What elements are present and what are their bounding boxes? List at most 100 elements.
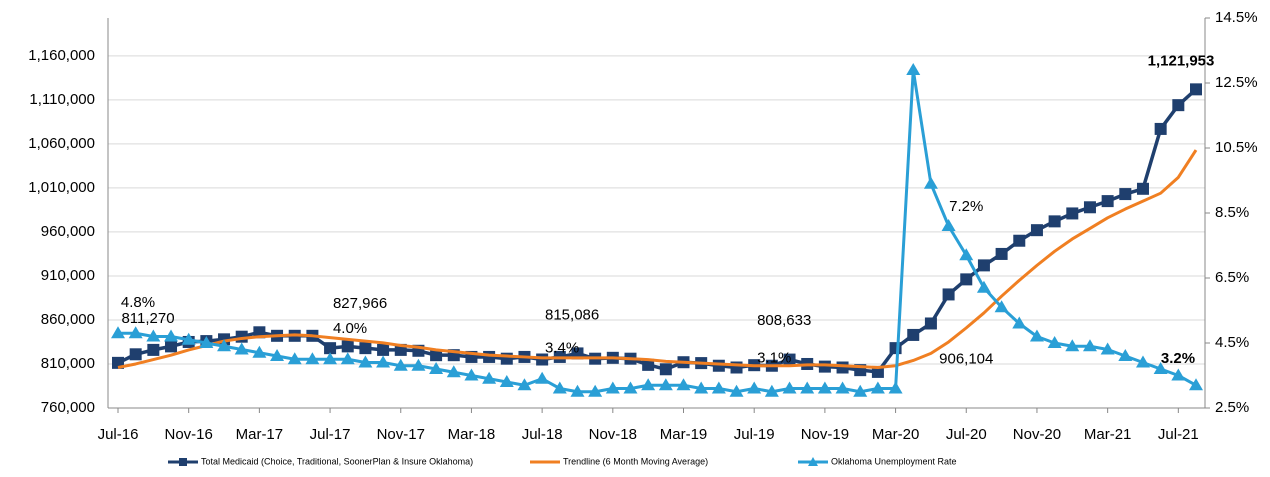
- point: [552, 381, 567, 394]
- point: [234, 342, 249, 355]
- point: [942, 288, 955, 301]
- data-label: 7.2%: [949, 198, 983, 215]
- data-label: 3.4%: [545, 340, 579, 357]
- y-tick-label: 910,000: [41, 267, 95, 284]
- point: [1083, 201, 1096, 214]
- point: [835, 381, 850, 394]
- y2-tick-label: 4.5%: [1215, 334, 1249, 351]
- point: [623, 381, 638, 394]
- point: [995, 247, 1008, 260]
- x-tick-label: Jul-19: [734, 426, 775, 443]
- data-label: 3.1%: [757, 349, 791, 366]
- x-tick-label: Nov-17: [377, 426, 425, 443]
- point: [1118, 349, 1133, 361]
- point: [764, 384, 779, 397]
- point: [907, 328, 920, 341]
- point: [712, 359, 725, 372]
- point: [358, 355, 373, 368]
- point: [483, 350, 496, 363]
- y2-tick-label: 8.5%: [1215, 204, 1249, 221]
- point: [500, 352, 513, 365]
- point: [783, 353, 796, 366]
- point: [1190, 83, 1202, 96]
- data-label: 4.0%: [333, 320, 367, 337]
- point: [959, 248, 974, 261]
- x-tick-label: Nov-20: [1013, 426, 1061, 443]
- point: [729, 384, 744, 397]
- point: [923, 176, 938, 189]
- point: [535, 371, 550, 384]
- point: [324, 342, 337, 355]
- x-tick-label: Nov-18: [589, 426, 637, 443]
- point: [341, 340, 354, 353]
- point: [817, 381, 832, 394]
- y-tick-label: 1,160,000: [28, 47, 95, 64]
- y-tick-label: 810,000: [41, 355, 95, 372]
- point: [818, 360, 831, 373]
- point: [836, 361, 849, 374]
- point: [1030, 224, 1043, 237]
- series: 811,270 827,966 815,086 808,633 906,104 1,121…: [112, 52, 1214, 378]
- point: [111, 326, 125, 339]
- point: [1171, 368, 1186, 381]
- x-tick-label: Jul-21: [1158, 426, 1199, 443]
- point: [994, 300, 1009, 313]
- x-tick-label: Nov-19: [801, 426, 849, 443]
- point: [181, 332, 196, 345]
- point: [906, 63, 921, 75]
- point: [464, 368, 479, 381]
- point: [1136, 182, 1149, 195]
- point: [359, 342, 372, 355]
- point: [1047, 336, 1062, 348]
- point: [659, 363, 672, 376]
- point: [377, 343, 390, 356]
- point: [1100, 342, 1115, 355]
- point: [800, 381, 815, 394]
- legend-marker: [179, 458, 187, 466]
- x-tick-label: Jul-16: [98, 426, 139, 443]
- point: [1189, 378, 1203, 391]
- x-tick-label: Mar-19: [660, 426, 708, 443]
- point: [853, 384, 868, 397]
- point: [376, 355, 391, 368]
- y-tick-label: 960,000: [41, 223, 95, 240]
- point: [1065, 339, 1080, 352]
- x-tick-label: Jul-20: [946, 426, 987, 443]
- y2-tick-label: 12.5%: [1215, 74, 1258, 91]
- point: [393, 358, 408, 371]
- point: [1082, 339, 1097, 352]
- point: [517, 378, 532, 391]
- point: [340, 352, 355, 365]
- point: [129, 348, 142, 361]
- data-label: 1,121,953: [1148, 52, 1215, 69]
- point: [147, 343, 160, 356]
- legend-marker: [808, 457, 818, 466]
- point: [128, 326, 143, 339]
- point: [164, 329, 179, 342]
- point: [711, 381, 726, 394]
- point: [1101, 195, 1114, 208]
- legend-label: Oklahoma Unemployment Rate: [831, 456, 957, 466]
- data-label: 3.2%: [1161, 350, 1195, 367]
- point: [888, 381, 903, 394]
- point: [658, 378, 673, 391]
- y-tick-label: 1,110,000: [29, 91, 95, 108]
- y-tick-label: 1,060,000: [28, 135, 95, 152]
- point: [588, 384, 603, 397]
- data-label: 906,104: [939, 350, 993, 367]
- point: [570, 384, 585, 397]
- point: [323, 352, 338, 365]
- point: [411, 358, 426, 371]
- point: [429, 362, 444, 374]
- point: [694, 381, 709, 394]
- point: [1135, 355, 1150, 368]
- point: [199, 336, 214, 348]
- point: [1066, 207, 1079, 220]
- legend-label: Total Medicaid (Choice, Traditional, Soo…: [201, 456, 473, 466]
- x-tick-label: Mar-21: [1084, 426, 1132, 443]
- data-label: 827,966: [333, 295, 387, 312]
- point: [482, 371, 497, 384]
- data-label: 811,270: [121, 310, 174, 327]
- data-label: 815,086: [545, 306, 599, 323]
